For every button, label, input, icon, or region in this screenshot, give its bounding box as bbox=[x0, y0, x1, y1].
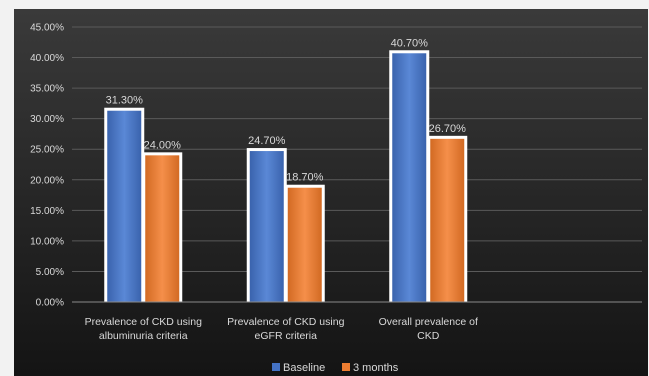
category-labels: Prevalence of CKD using albuminuria crite… bbox=[85, 316, 478, 342]
data-label-3-months: 26.70% bbox=[429, 123, 467, 135]
category-label: Prevalence of CKD using bbox=[85, 316, 202, 328]
y-tick-label: 0.00% bbox=[36, 298, 64, 309]
legend-swatch-3-months bbox=[342, 363, 350, 371]
legend-label-baseline: Baseline bbox=[283, 362, 325, 374]
category-label: eGFR criteria bbox=[255, 330, 318, 342]
y-tick-label: 5.00% bbox=[36, 267, 64, 278]
bar-baseline bbox=[392, 53, 427, 303]
bar-baseline bbox=[107, 110, 142, 302]
data-label-baseline: 40.70% bbox=[391, 37, 429, 49]
bar-3-months bbox=[145, 155, 180, 302]
data-labels: 31.30% 24.00% 24.70% 18.70% 40.70% 26.70% bbox=[106, 37, 467, 183]
data-label-baseline: 31.30% bbox=[106, 95, 144, 107]
bars bbox=[104, 50, 468, 303]
y-tick-label: 15.00% bbox=[30, 206, 64, 217]
y-tick-label: 35.00% bbox=[30, 84, 64, 95]
category-label: CKD bbox=[417, 330, 440, 342]
legend-swatch-baseline bbox=[272, 363, 280, 371]
y-axis-ticks: 0.00% 5.00% 10.00% 15.00% 20.00% 25.00% 30.00%… bbox=[30, 23, 64, 309]
y-tick-label: 40.00% bbox=[30, 53, 64, 64]
y-tick-label: 30.00% bbox=[30, 114, 64, 125]
legend-label-3-months: 3 months bbox=[353, 362, 399, 374]
y-tick-label: 20.00% bbox=[30, 175, 64, 186]
bar-baseline bbox=[249, 151, 284, 302]
legend: Baseline 3 months bbox=[272, 362, 399, 374]
category-label: albuminuria criteria bbox=[99, 330, 188, 342]
gridlines bbox=[72, 26, 642, 272]
bar-3-months bbox=[287, 187, 322, 302]
y-tick-label: 45.00% bbox=[30, 23, 64, 34]
y-tick-label: 25.00% bbox=[30, 145, 64, 156]
bar-3-months bbox=[430, 138, 465, 302]
data-label-3-months: 24.00% bbox=[144, 139, 182, 151]
data-label-baseline: 24.70% bbox=[248, 135, 286, 147]
category-label: Prevalence of CKD using bbox=[227, 316, 344, 328]
data-label-3-months: 18.70% bbox=[286, 172, 324, 184]
category-label: Overall prevalence of bbox=[379, 316, 478, 328]
y-tick-label: 10.00% bbox=[30, 236, 64, 247]
